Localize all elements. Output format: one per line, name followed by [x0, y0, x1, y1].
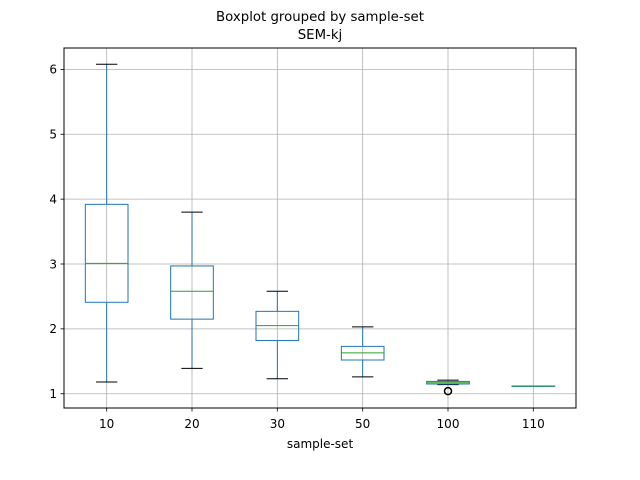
box-group-110: [511, 385, 556, 387]
boxes-layer: [84, 63, 556, 396]
y-tick-label: 5: [49, 128, 57, 142]
x-axis-label: sample-set: [287, 437, 354, 451]
x-tick-label: 100: [437, 417, 460, 431]
box-group-100: [426, 379, 470, 396]
x-tick-label: 30: [270, 417, 285, 431]
x-tick-label: 10: [99, 417, 114, 431]
chart-subtitle: SEM-kj: [298, 28, 343, 43]
box: [84, 203, 129, 303]
chart-title: Boxplot grouped by sample-set: [216, 10, 424, 25]
y-tick-label: 2: [49, 322, 57, 336]
plot-frame: [63, 47, 577, 409]
flier-point: [443, 386, 453, 396]
box-group-20: [170, 211, 214, 369]
box: [170, 265, 214, 320]
x-tick-label: 50: [355, 417, 370, 431]
box-group-10: [84, 63, 129, 383]
y-tick-label: 4: [49, 192, 57, 206]
box-group-30: [255, 290, 300, 380]
box-group-50: [340, 326, 385, 378]
x-tick-label: 110: [522, 417, 545, 431]
x-tick-label: 20: [184, 417, 199, 431]
ticks-layer: 1 2 3 4 5 6 10 20 30 50 100 110: [49, 63, 544, 431]
y-tick-label: 3: [49, 257, 57, 271]
y-tick-label: 1: [49, 387, 57, 401]
y-tick-label: 6: [49, 63, 57, 77]
grid-lines: [64, 48, 576, 408]
